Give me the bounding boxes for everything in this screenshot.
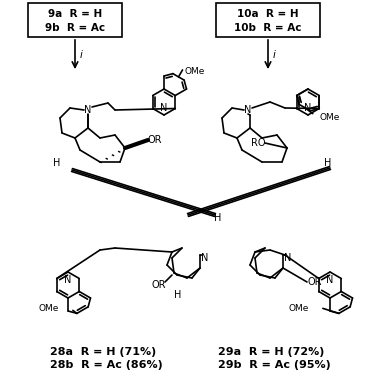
Text: N: N — [284, 253, 292, 263]
Text: 10b  R = Ac: 10b R = Ac — [234, 23, 302, 33]
Text: 29b  R = Ac (95%): 29b R = Ac (95%) — [218, 360, 331, 370]
Text: N: N — [84, 105, 92, 115]
Text: RO: RO — [250, 138, 265, 148]
Text: OMe: OMe — [38, 304, 59, 313]
Text: 9a  R = H: 9a R = H — [48, 9, 102, 19]
Text: OMe: OMe — [185, 67, 205, 77]
Text: 28a  R = H (71%): 28a R = H (71%) — [50, 347, 156, 357]
Text: 9b  R = Ac: 9b R = Ac — [45, 23, 105, 33]
Text: N: N — [304, 103, 312, 113]
Text: OR: OR — [307, 277, 321, 287]
Text: H: H — [324, 158, 332, 168]
Text: OR: OR — [148, 135, 163, 145]
Text: i: i — [80, 50, 83, 60]
Text: i: i — [273, 50, 276, 60]
Text: N: N — [201, 253, 209, 263]
Text: N: N — [64, 275, 72, 285]
Text: 10a  R = H: 10a R = H — [237, 9, 299, 19]
Text: N: N — [160, 103, 168, 113]
FancyBboxPatch shape — [216, 3, 320, 37]
Text: N: N — [244, 105, 252, 115]
Text: N: N — [326, 275, 334, 285]
Text: 29a  R = H (72%): 29a R = H (72%) — [218, 347, 325, 357]
Text: H: H — [174, 290, 182, 300]
Text: H: H — [214, 213, 222, 223]
Text: OMe: OMe — [288, 304, 309, 313]
FancyBboxPatch shape — [28, 3, 122, 37]
Text: OMe: OMe — [320, 113, 340, 122]
Text: H: H — [53, 158, 61, 168]
Text: 28b  R = Ac (86%): 28b R = Ac (86%) — [50, 360, 163, 370]
Text: OR: OR — [152, 280, 166, 290]
